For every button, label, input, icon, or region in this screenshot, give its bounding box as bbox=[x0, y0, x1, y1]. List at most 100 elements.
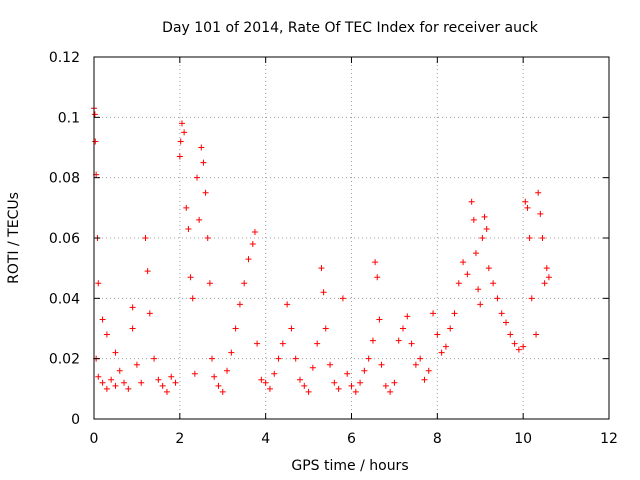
data-point bbox=[176, 153, 183, 160]
data-point bbox=[251, 228, 258, 235]
data-point bbox=[202, 189, 209, 196]
data-point bbox=[116, 367, 123, 374]
data-point bbox=[99, 379, 106, 386]
x-tick-label: 8 bbox=[433, 431, 442, 447]
data-point bbox=[421, 376, 428, 383]
data-point bbox=[361, 367, 368, 374]
data-point bbox=[365, 355, 372, 362]
data-point bbox=[464, 271, 471, 278]
data-point bbox=[215, 382, 222, 389]
data-point bbox=[129, 304, 136, 311]
data-point bbox=[228, 349, 235, 356]
data-point bbox=[475, 286, 482, 293]
data-point bbox=[543, 265, 550, 272]
data-point bbox=[168, 373, 175, 380]
data-point bbox=[181, 129, 188, 136]
data-point bbox=[372, 259, 379, 266]
tick-labels: 0 2 4 6 8 10 12 0 0.02 0.04 0.06 0.08 0.1 0.12 bbox=[49, 50, 618, 447]
y-tick-label: 0.02 bbox=[49, 352, 80, 368]
x-axis-label: GPS time / hours bbox=[291, 458, 408, 474]
data-point bbox=[279, 340, 286, 347]
data-point bbox=[472, 250, 479, 257]
data-point bbox=[408, 340, 415, 347]
data-point bbox=[144, 268, 151, 275]
data-point bbox=[322, 325, 329, 332]
data-point bbox=[211, 373, 218, 380]
data-point bbox=[305, 388, 312, 395]
data-point bbox=[155, 376, 162, 383]
data-point bbox=[146, 310, 153, 317]
data-point bbox=[254, 340, 261, 347]
data-point bbox=[539, 235, 546, 241]
data-point bbox=[520, 343, 527, 350]
data-point bbox=[344, 370, 351, 377]
data-point bbox=[327, 361, 334, 368]
data-point bbox=[187, 274, 194, 281]
data-point bbox=[387, 388, 394, 395]
y-tick-label: 0.12 bbox=[49, 50, 80, 66]
x-tick-label: 0 bbox=[90, 431, 99, 447]
data-point bbox=[339, 295, 346, 302]
data-point bbox=[196, 216, 203, 223]
data-point bbox=[112, 382, 119, 389]
data-point bbox=[183, 204, 190, 211]
data-point bbox=[99, 316, 106, 323]
data-point bbox=[189, 295, 196, 302]
data-point bbox=[417, 355, 424, 362]
data-point bbox=[382, 382, 389, 389]
data-point bbox=[447, 325, 454, 332]
data-point bbox=[151, 355, 158, 362]
data-point bbox=[545, 274, 552, 281]
data-point bbox=[297, 376, 303, 383]
data-point bbox=[266, 385, 273, 392]
x-tick-label: 4 bbox=[261, 431, 270, 447]
data-point bbox=[541, 280, 548, 287]
y-tick-label: 0.1 bbox=[58, 110, 80, 126]
data-point bbox=[481, 213, 488, 220]
data-point bbox=[159, 382, 166, 389]
data-point bbox=[288, 325, 295, 332]
data-points bbox=[91, 105, 552, 395]
data-point bbox=[292, 355, 299, 362]
y-tick-label: 0.04 bbox=[49, 291, 80, 307]
data-point bbox=[490, 280, 497, 287]
data-point bbox=[249, 241, 256, 248]
data-point bbox=[262, 379, 269, 386]
data-point bbox=[301, 382, 308, 389]
data-point bbox=[129, 325, 136, 332]
data-point bbox=[526, 235, 533, 241]
data-point bbox=[400, 325, 406, 332]
data-point bbox=[434, 331, 441, 338]
data-point bbox=[133, 361, 140, 368]
data-point bbox=[258, 376, 265, 383]
data-point bbox=[200, 159, 207, 166]
data-point bbox=[91, 111, 98, 118]
data-point bbox=[376, 316, 383, 323]
x-tick-label: 6 bbox=[347, 431, 356, 447]
data-point bbox=[483, 225, 490, 232]
data-point bbox=[185, 225, 192, 232]
data-point bbox=[479, 235, 486, 241]
data-point bbox=[191, 370, 198, 377]
data-point bbox=[404, 313, 411, 320]
data-point bbox=[314, 340, 321, 347]
data-point bbox=[442, 343, 449, 350]
data-point bbox=[451, 310, 458, 317]
data-point bbox=[468, 198, 475, 205]
data-point bbox=[378, 361, 385, 368]
y-tick-label: 0.08 bbox=[49, 171, 80, 187]
data-point bbox=[121, 379, 128, 386]
data-point bbox=[477, 301, 484, 308]
data-point bbox=[425, 367, 432, 374]
data-point bbox=[108, 376, 115, 383]
data-point bbox=[533, 331, 540, 338]
data-point bbox=[172, 379, 179, 386]
data-point bbox=[460, 259, 467, 266]
chart-title: Day 101 of 2014, Rate Of TEC Index for r… bbox=[162, 20, 539, 36]
data-point bbox=[524, 204, 531, 211]
data-point bbox=[357, 379, 364, 386]
data-point bbox=[537, 210, 544, 217]
y-tick-label: 0.06 bbox=[49, 231, 80, 247]
data-point bbox=[455, 280, 462, 287]
